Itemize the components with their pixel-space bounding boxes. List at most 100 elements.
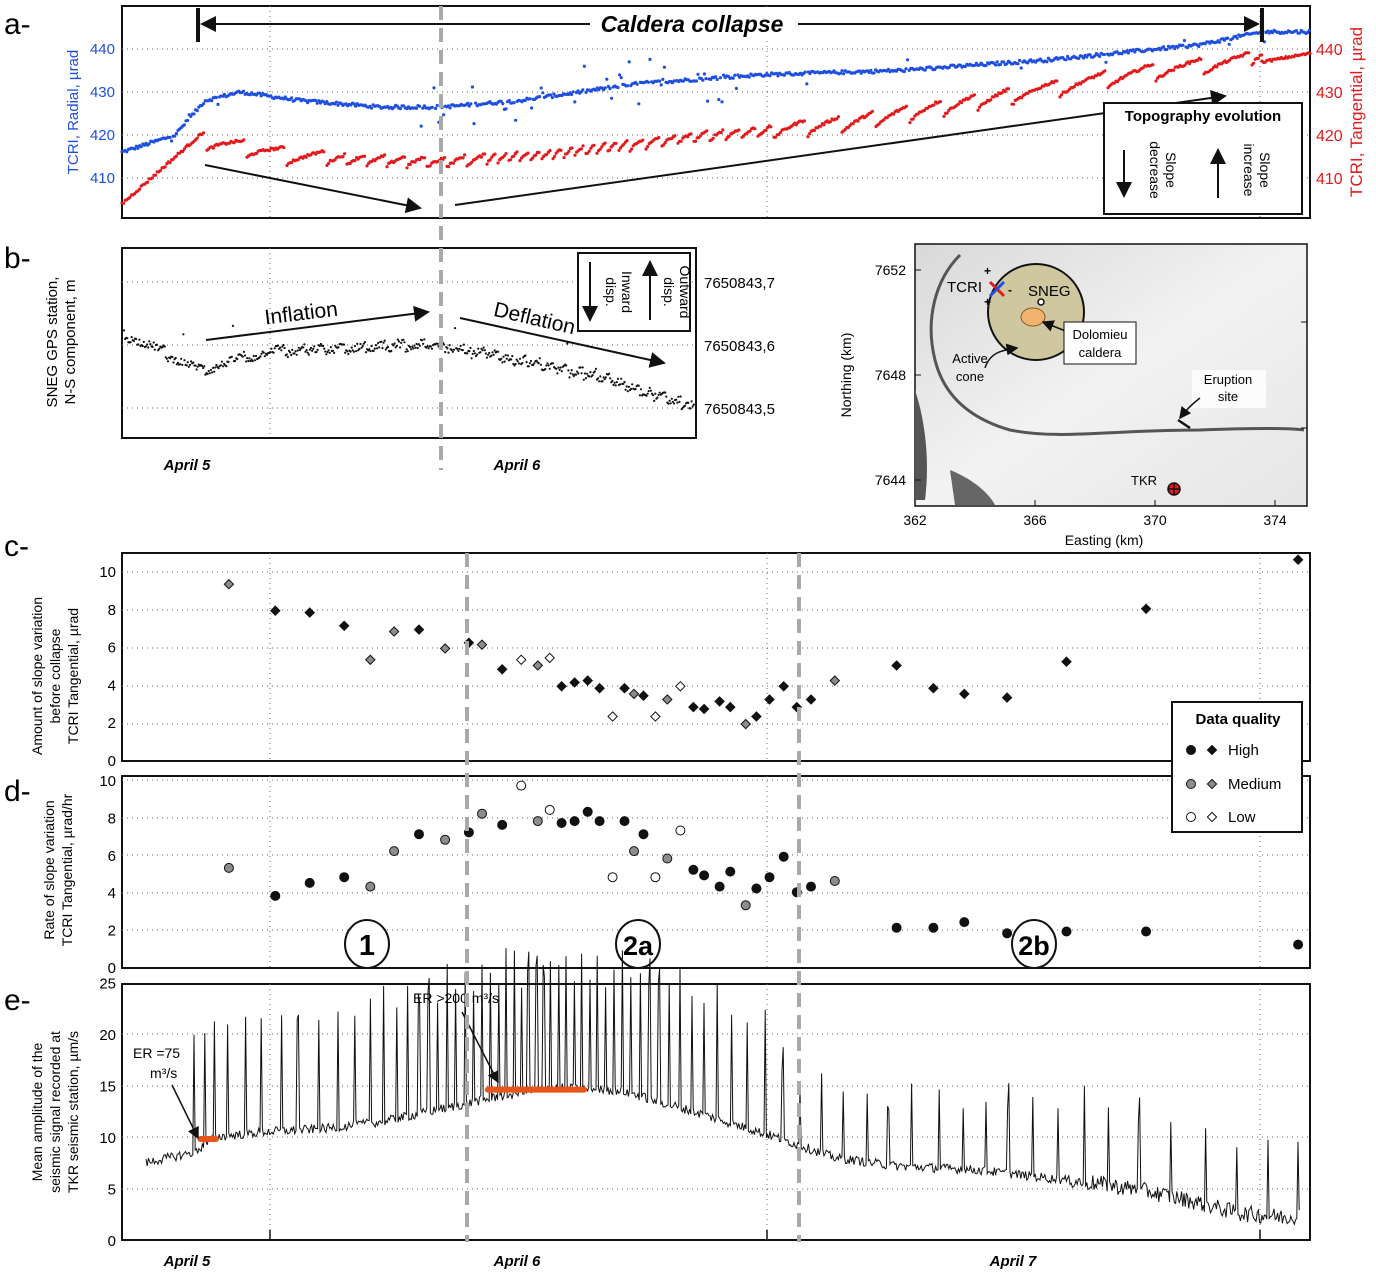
gps-point — [362, 342, 365, 345]
gps-point — [399, 346, 402, 349]
gps-point — [297, 346, 300, 349]
radial-point — [840, 69, 844, 73]
gps-point — [654, 392, 657, 395]
tangential-point — [285, 163, 289, 168]
gps-point — [501, 361, 504, 364]
gps-point — [153, 348, 156, 351]
slope-rate-point — [928, 922, 939, 933]
radial-point — [222, 92, 226, 96]
svg-text:-: - — [1008, 283, 1012, 297]
gps-point — [637, 384, 640, 387]
tcri-map-label: TCRI — [947, 279, 982, 296]
tangential-point — [1072, 85, 1076, 89]
gps-point — [470, 357, 473, 360]
gps-point — [423, 338, 426, 341]
gps-point — [221, 365, 225, 368]
panel-a-ylabel-left: TCRI, Radial, µrad — [65, 50, 82, 175]
radial-point — [923, 68, 927, 72]
slope-amount-point — [594, 682, 605, 694]
radial-point — [1218, 40, 1222, 44]
tangential-point — [856, 119, 860, 123]
tangential-point — [628, 149, 632, 153]
tangential-point — [614, 141, 618, 145]
gps-point — [410, 348, 413, 351]
gps-point — [459, 344, 462, 347]
gps-point — [689, 407, 692, 410]
gps-point — [620, 377, 623, 380]
gps-point — [148, 340, 151, 343]
gps-point — [142, 340, 145, 343]
radial-point — [133, 147, 137, 151]
tangential-point — [403, 155, 407, 159]
gps-point — [356, 342, 359, 345]
gps-point — [325, 353, 328, 356]
radial-point — [530, 106, 534, 110]
radial-point — [1165, 47, 1169, 52]
gps-point — [403, 341, 406, 344]
radial-point — [722, 73, 726, 77]
radial-point — [541, 91, 545, 95]
gps-point — [152, 341, 155, 344]
tangential-point — [721, 128, 725, 132]
gps-point — [212, 366, 215, 369]
tangential-point — [413, 160, 417, 164]
slope-amount-point — [619, 682, 630, 694]
tangential-point — [483, 152, 487, 156]
radial-point — [514, 118, 518, 122]
tangential-point — [255, 151, 259, 156]
gps-point — [383, 339, 386, 342]
radial-point — [1016, 62, 1020, 66]
gps-point — [415, 342, 418, 345]
tangential-point — [662, 143, 666, 147]
gps-point — [315, 350, 318, 354]
gps-point — [649, 389, 653, 392]
slope-amount-point — [638, 690, 649, 702]
dark-terrain-left — [915, 390, 927, 500]
active-cone-label: Active cone — [952, 351, 987, 384]
radial-point — [637, 102, 641, 106]
tangential-point — [686, 135, 690, 139]
gps-point — [372, 349, 375, 352]
tangential-point — [470, 160, 474, 164]
radial-point — [648, 57, 652, 62]
panel-e-xtick-april6: April 6 — [493, 1253, 541, 1270]
radial-point — [538, 95, 542, 99]
radial-point — [717, 97, 721, 102]
panel-c-ytick: 2 — [108, 715, 116, 732]
slope-increase-arrow — [454, 90, 1227, 206]
gps-point — [182, 333, 185, 336]
tangential-point — [512, 154, 516, 158]
gps-point — [393, 342, 396, 345]
gps-point — [614, 384, 617, 387]
gps-point — [252, 354, 255, 358]
gps-point — [679, 395, 682, 398]
radial-point — [334, 100, 338, 104]
radial-point — [747, 75, 751, 79]
radial-point — [1104, 60, 1108, 64]
radial-point — [694, 79, 699, 83]
gps-point — [436, 342, 439, 345]
radial-point — [370, 106, 374, 110]
gps-point — [429, 345, 432, 348]
gps-point — [619, 383, 622, 386]
gps-point — [181, 363, 184, 366]
gps-point — [583, 372, 587, 375]
gps-point — [304, 350, 307, 353]
gps-point — [579, 366, 582, 369]
gps-point — [352, 350, 355, 353]
gps-point — [581, 366, 584, 369]
gps-point — [571, 373, 574, 376]
gps-point — [405, 348, 408, 351]
gps-point — [283, 346, 286, 350]
gps-point — [207, 369, 210, 373]
radial-point — [646, 80, 651, 84]
slope-rate-point — [497, 819, 508, 830]
gps-point — [548, 367, 551, 370]
enclos-rim — [929, 253, 1305, 436]
slope-rate-point — [556, 818, 567, 828]
radial-point — [594, 88, 598, 92]
gps-point — [551, 362, 555, 365]
radial-point — [573, 100, 577, 104]
gps-point — [631, 383, 634, 386]
gps-point — [492, 353, 495, 356]
